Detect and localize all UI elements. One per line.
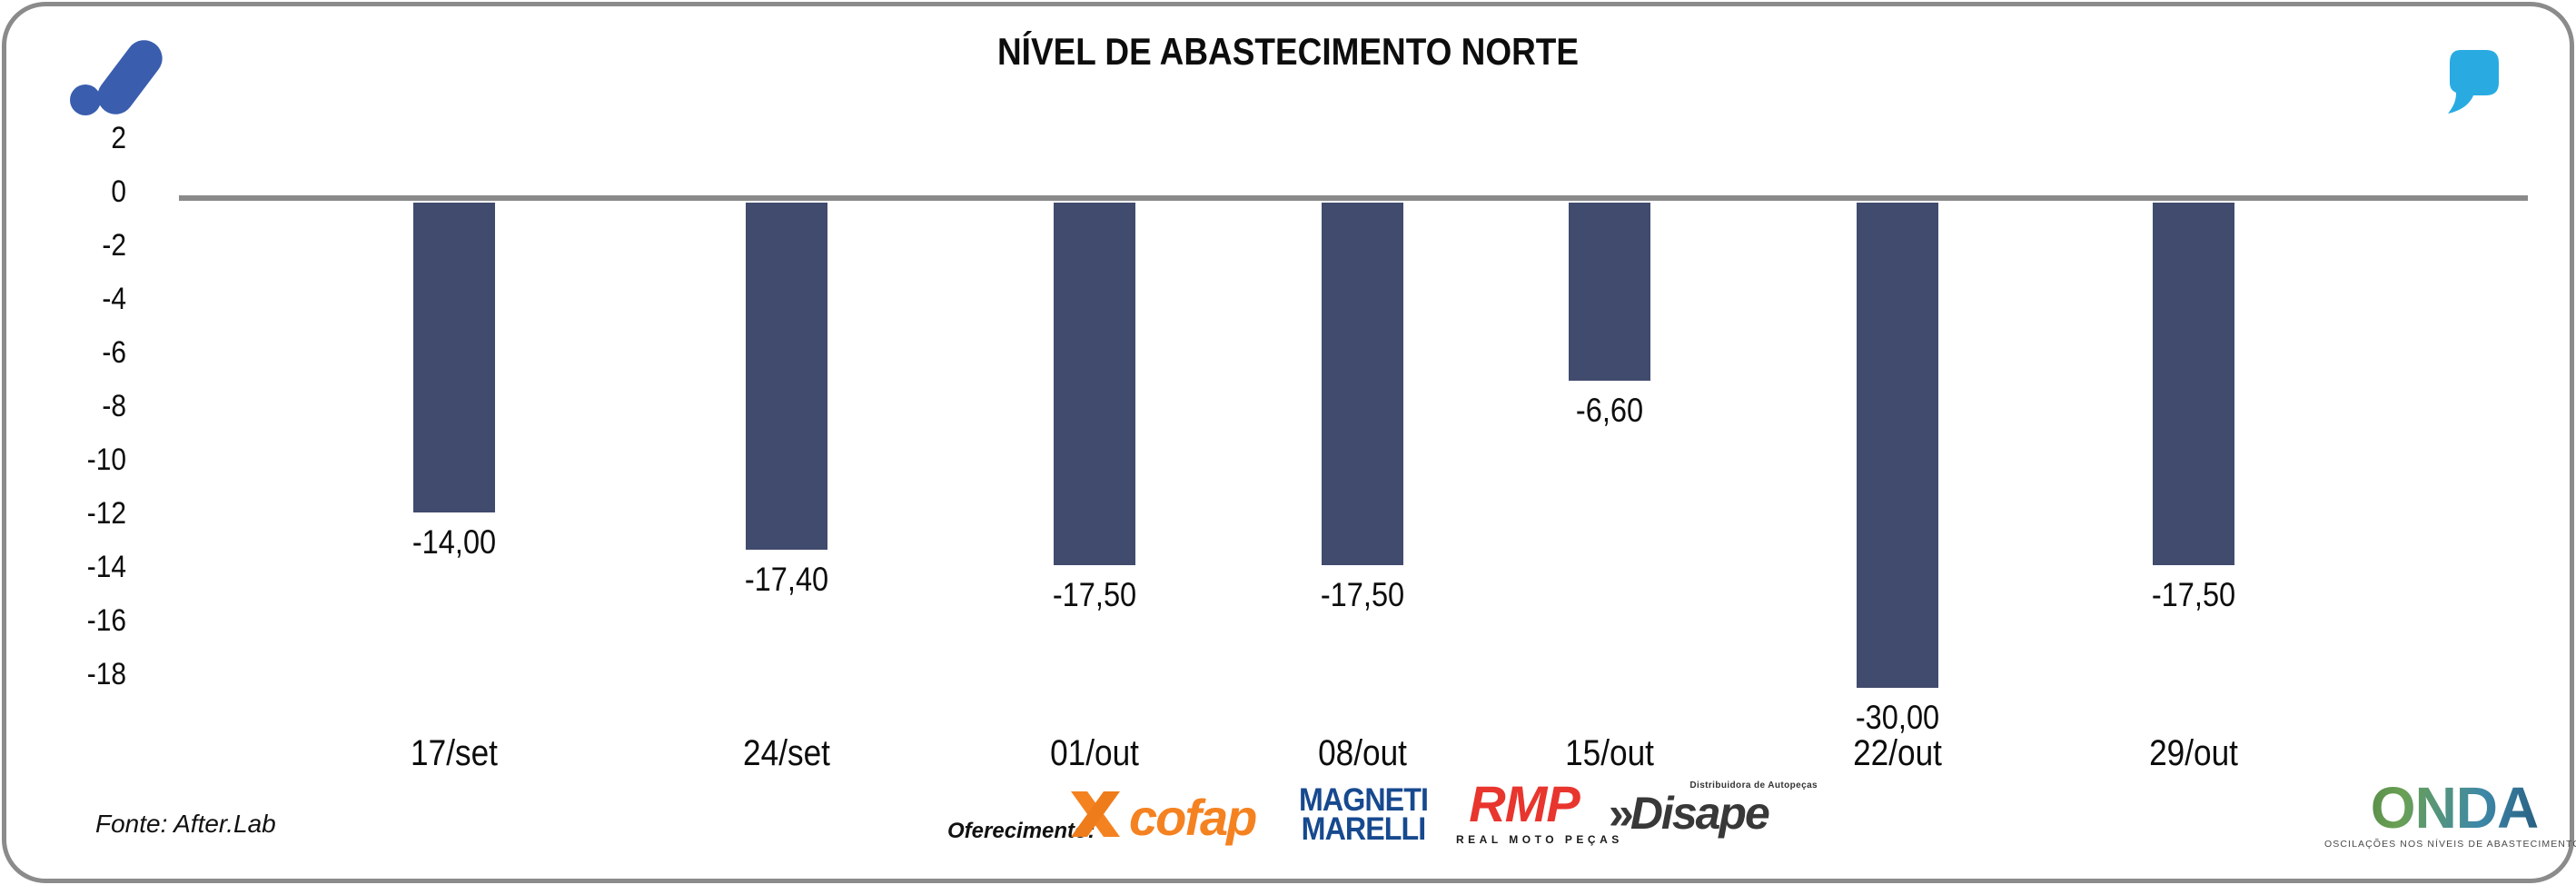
- magneti-line2: MARELLI: [1301, 811, 1427, 848]
- disape-wordmark: »Disape: [1609, 791, 1818, 836]
- disape-logo: Distribuidora de Autopeças »Disape: [1609, 781, 1818, 836]
- rmp-logo: RMP REAL MOTO PEÇAS: [1456, 775, 1623, 847]
- onda-logo: ONDA OSCILAÇÕES NOS NÍVEIS DE ABASTECIME…: [2324, 779, 2576, 850]
- afterlab-logo-icon: [66, 33, 175, 122]
- afterlab-logo-bar: [90, 33, 170, 122]
- rmp-subtext: REAL MOTO PEÇAS: [1456, 833, 1623, 846]
- x-category-label: 24/set: [743, 733, 830, 773]
- bar: [1322, 203, 1403, 565]
- x-category-label: 15/out: [1565, 733, 1654, 773]
- bar: [1569, 203, 1650, 381]
- y-tick-label: -8: [102, 389, 126, 423]
- rmp-wordmark: RMP: [1469, 775, 1580, 832]
- sponsorship-label: Oferecimento:: [947, 819, 1095, 843]
- x-category-label: 17/set: [411, 733, 498, 773]
- bar-value-label: -30,00: [1855, 699, 1940, 736]
- source-note: Fonte: After.Lab: [95, 810, 276, 838]
- bar: [746, 203, 827, 550]
- bar: [2153, 203, 2234, 565]
- x-category-label: 01/out: [1050, 733, 1139, 773]
- y-tick-label: -16: [86, 603, 126, 638]
- bar-value-label: -17,50: [1052, 576, 1137, 613]
- onda-tagline: OSCILAÇÕES NOS NÍVEIS DE ABASTECIMENTO E…: [2324, 839, 2576, 850]
- bar-value-label: -17,50: [2151, 576, 2236, 613]
- bar-value-label: -6,60: [1575, 392, 1644, 429]
- cofap-wordmark: cofap: [1129, 788, 1257, 846]
- magneti-marelli-logo: MAGNETI MARELLI: [1296, 782, 1430, 848]
- bar: [1857, 203, 1938, 688]
- y-tick-label: -14: [86, 550, 126, 584]
- disape-subtext: Distribuidora de Autopeças: [1689, 781, 1818, 791]
- bar-value-label: -17,40: [744, 561, 829, 598]
- y-tick-label: -6: [102, 335, 126, 370]
- y-tick-label: -4: [102, 282, 126, 316]
- y-tick-label: -18: [86, 657, 126, 691]
- zero-axis-line: [179, 195, 2528, 201]
- quote-mark-icon: [2448, 50, 2499, 114]
- x-category-label: 08/out: [1318, 733, 1407, 773]
- cofap-chevron-icon: [1071, 791, 1120, 837]
- bar-value-label: -14,00: [411, 523, 497, 561]
- bar: [1054, 203, 1135, 565]
- disape-chevrons: »: [1609, 788, 1634, 839]
- y-tick-label: -12: [86, 496, 126, 531]
- onda-wordmark: ONDA: [2324, 779, 2576, 837]
- afterlab-logo-dot: [70, 85, 101, 115]
- x-category-label: 29/out: [2149, 733, 2238, 773]
- y-tick-label: -2: [102, 228, 126, 263]
- x-category-label: 22/out: [1853, 733, 1942, 773]
- chart-title: NÍVEL DE ABASTECIMENTO NORTE: [996, 30, 1580, 73]
- y-tick-label: 0: [111, 174, 126, 209]
- y-tick-label: -10: [86, 442, 126, 477]
- cofap-logo: cofap: [1067, 784, 1257, 850]
- disape-name: Disape: [1630, 788, 1770, 839]
- y-tick-label: 2: [111, 121, 126, 155]
- bar: [413, 203, 495, 512]
- magneti-line1: MAGNETI: [1298, 782, 1429, 818]
- bar-value-label: -17,50: [1320, 576, 1405, 613]
